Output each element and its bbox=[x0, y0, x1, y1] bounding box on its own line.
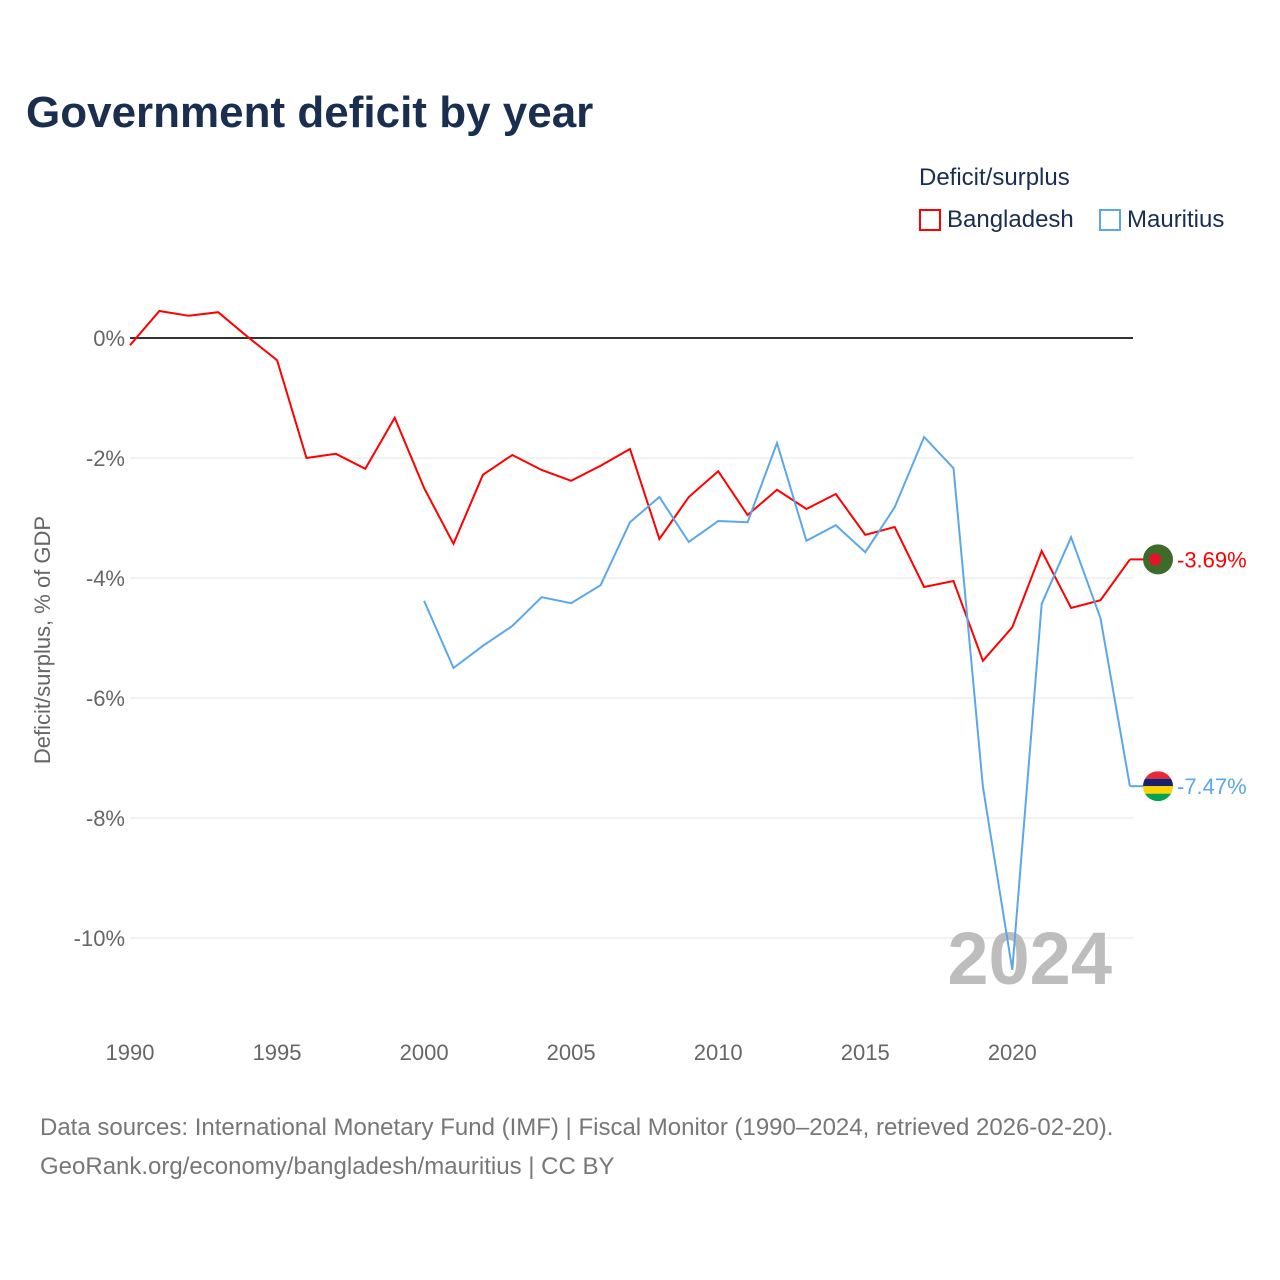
year-watermark: 2024 bbox=[947, 917, 1112, 1000]
mauritius-flag-icon bbox=[1143, 778, 1173, 787]
chart-title: Government deficit by year bbox=[26, 88, 594, 137]
x-tick-label: 2010 bbox=[694, 1040, 743, 1065]
legend-label: Bangladesh bbox=[947, 206, 1074, 233]
flag-disc bbox=[1149, 553, 1161, 566]
end-value-label: -7.47% bbox=[1177, 774, 1247, 799]
mauritius-flag-icon bbox=[1143, 771, 1173, 779]
end-value-label: -3.69% bbox=[1177, 547, 1247, 572]
series-line-bangladesh bbox=[129, 309, 1131, 663]
legend-label: Mauritius bbox=[1127, 206, 1225, 233]
source-note: Data sources: International Monetary Fun… bbox=[40, 1108, 1113, 1186]
source-url[interactable]: GeoRank.org/economy/bangladesh/mauritius… bbox=[40, 1153, 615, 1180]
y-tick-label: -2% bbox=[86, 446, 125, 471]
y-tick-label: -10% bbox=[74, 926, 125, 951]
series-line-mauritius bbox=[423, 435, 1131, 970]
y-axis-label: Deficit/surplus, % of GDP bbox=[30, 516, 55, 764]
source-line: Data sources: International Monetary Fun… bbox=[40, 1114, 1114, 1141]
legend-swatch bbox=[1099, 209, 1121, 231]
legend-title: Deficit/surplus bbox=[919, 164, 1070, 191]
mauritius-flag-icon bbox=[1143, 793, 1173, 802]
legend-swatch bbox=[919, 209, 941, 231]
y-tick-label: -6% bbox=[86, 686, 125, 711]
legend-item-bangladesh[interactable]: Bangladesh bbox=[919, 206, 1074, 234]
mauritius-flag-icon bbox=[1143, 786, 1173, 794]
x-tick-label: 1990 bbox=[106, 1040, 155, 1065]
y-tick-label: 0% bbox=[93, 326, 125, 351]
x-tick-label: 1995 bbox=[253, 1040, 302, 1065]
x-tick-label: 2000 bbox=[400, 1040, 449, 1065]
legend-item-mauritius[interactable]: Mauritius bbox=[1099, 206, 1224, 234]
x-tick-label: 2020 bbox=[988, 1040, 1037, 1065]
y-tick-label: -8% bbox=[86, 806, 125, 831]
x-tick-label: 2005 bbox=[547, 1040, 596, 1065]
y-tick-label: -4% bbox=[86, 566, 125, 591]
x-tick-label: 2015 bbox=[841, 1040, 890, 1065]
